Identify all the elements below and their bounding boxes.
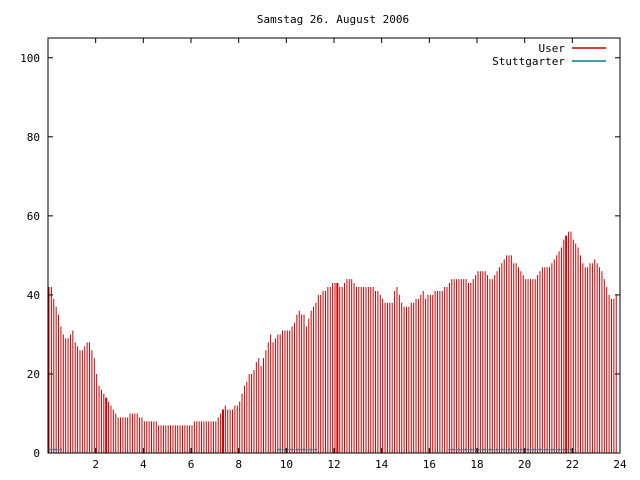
y-tick-label-60: 60 [27,210,40,223]
y-tick-label-40: 40 [27,289,40,302]
x-tick-label-18: 18 [470,458,483,471]
x-tick-label-2: 2 [92,458,99,471]
y-tick-label-0: 0 [33,447,40,460]
x-tick-label-20: 20 [518,458,531,471]
x-tick-label-16: 16 [423,458,436,471]
y-axis: 0 20 40 60 80 100 [20,52,620,460]
x-tick-label-14: 14 [375,458,389,471]
x-tick-label-10: 10 [280,458,293,471]
x-tick-label-12: 12 [327,458,340,471]
x-tick-label-4: 4 [140,458,147,471]
legend: User Stuttgarter [492,42,606,68]
y-tick-label-80: 80 [27,131,40,144]
x-tick-label-22: 22 [566,458,579,471]
x-tick-label-24: 24 [613,458,627,471]
y-tick-label-100: 100 [20,52,40,65]
x-axis: 2 4 6 8 10 12 14 16 18 20 22 24 [92,38,627,471]
legend-label-stuttgarter: Stuttgarter [492,55,565,68]
plot-frame [47,37,621,454]
bars-layer [48,231,617,453]
chart-title: Samstag 26. August 2006 [257,13,409,26]
x-tick-label-6: 6 [188,458,195,471]
x-tick-label-8: 8 [235,458,242,471]
highlight-layer [105,235,568,453]
legend-label-user: User [539,42,566,55]
y-tick-label-20: 20 [27,368,40,381]
